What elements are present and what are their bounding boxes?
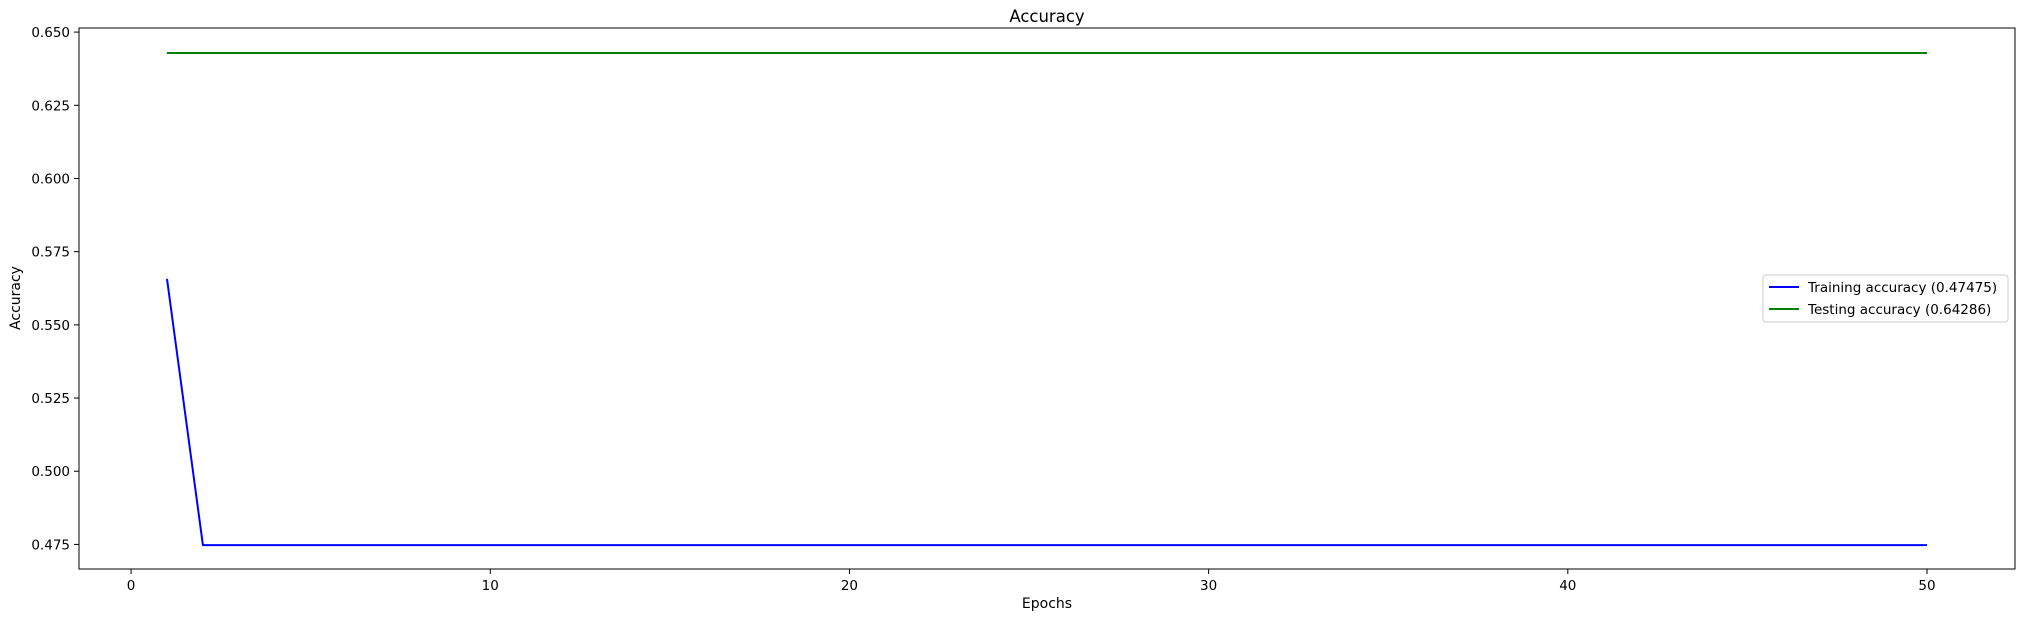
x-tick-label: 20: [841, 578, 858, 594]
y-tick-label: 0.625: [31, 98, 70, 114]
y-tick-label: 0.500: [31, 464, 70, 480]
x-axis-title: Epochs: [1022, 596, 1072, 612]
legend-label-testing: Testing accuracy (0.64286): [1807, 302, 1991, 318]
x-tick-label: 30: [1200, 578, 1217, 594]
x-tick-label: 40: [1559, 578, 1576, 594]
y-tick-label: 0.600: [31, 171, 70, 187]
plot-lines: [166, 52, 1927, 547]
y-axis-title: Accuracy: [8, 266, 24, 330]
training-accuracy-line: [166, 278, 1927, 547]
y-tick-label: 0.575: [31, 245, 70, 261]
legend-box: [1762, 274, 2009, 323]
plot-frame: [78, 27, 2016, 570]
y-tick-label: 0.475: [31, 537, 70, 553]
x-tick-label: 0: [127, 578, 136, 594]
y-tick-label: 0.650: [31, 25, 70, 41]
x-tick-label: 10: [482, 578, 499, 594]
y-tick-label: 0.550: [31, 318, 70, 334]
x-tick-label: 50: [1918, 578, 1935, 594]
legend-label-training: Training accuracy (0.47475): [1807, 280, 1997, 296]
y-tick-label: 0.525: [31, 391, 70, 407]
axis-ticks: 0 10 20 30 40 50 0.475 0.500 0.525 0.550 0.575 0.60…: [31, 25, 1935, 594]
legend: Training accuracy (0.47475) Testing accu…: [1762, 274, 2009, 323]
chart-title: Accuracy: [1009, 7, 1085, 26]
